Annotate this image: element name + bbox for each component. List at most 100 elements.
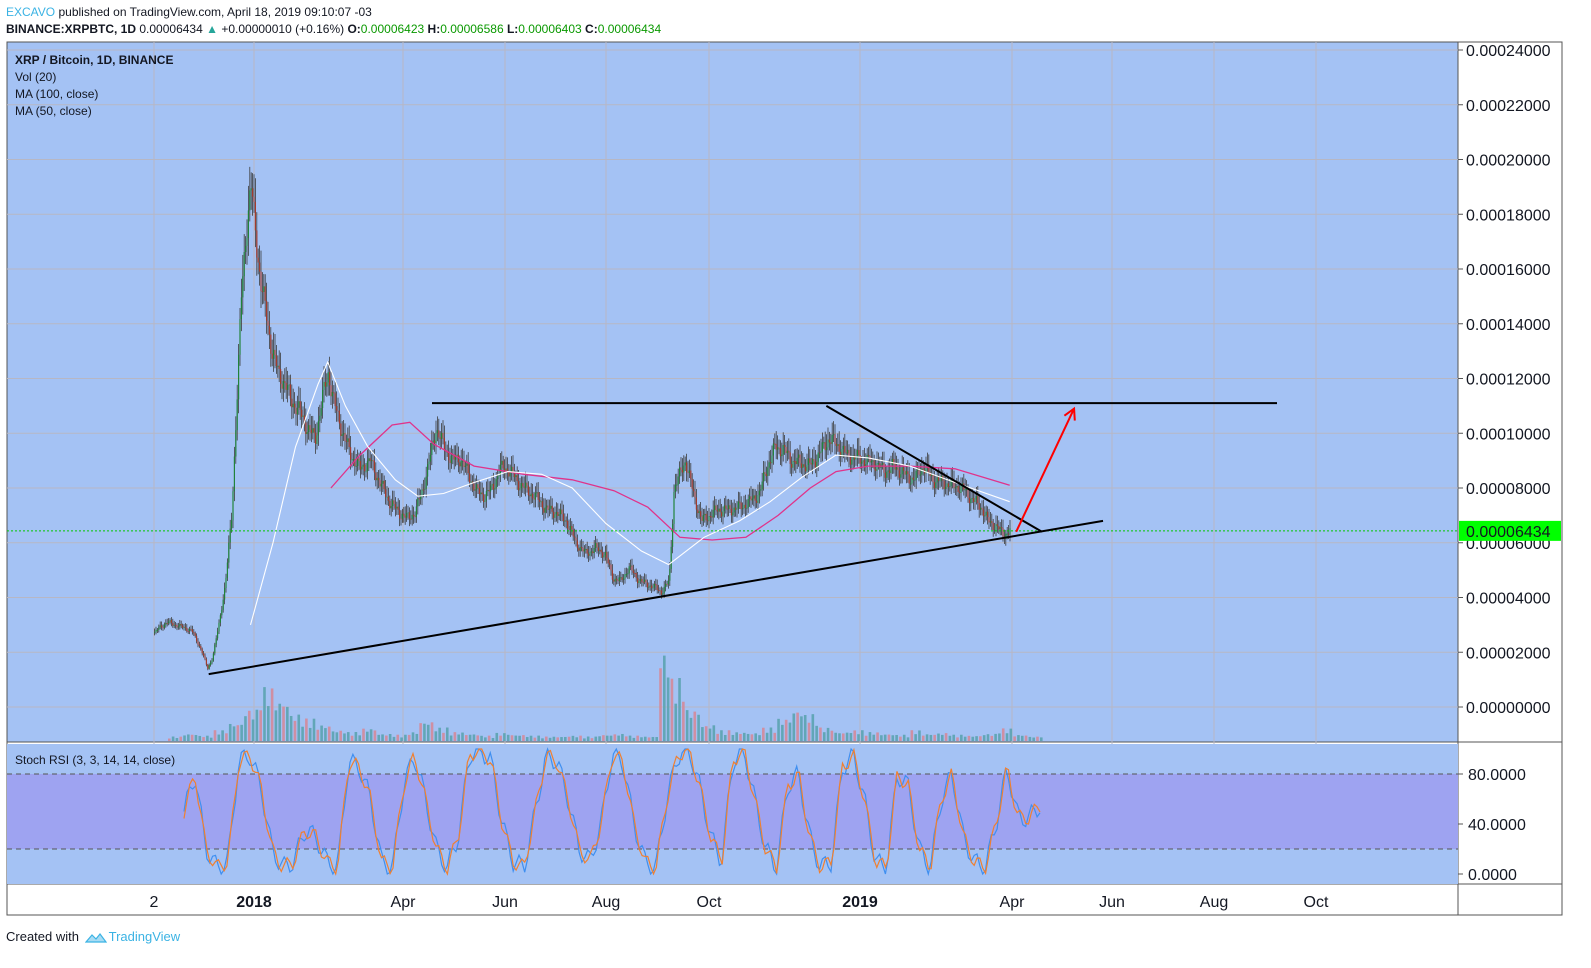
candle-up <box>702 515 704 521</box>
drawn-trendlines[interactable] <box>208 402 1277 676</box>
legend: XRP / Bitcoin, 1D, BINANCE Vol (20) MA (10… <box>15 53 175 767</box>
candle-up <box>823 442 825 444</box>
open-label: O: <box>347 22 361 36</box>
candle-up <box>925 466 927 474</box>
candle-up <box>498 475 500 477</box>
target-arrow-shaft[interactable] <box>1015 408 1075 533</box>
candle-up <box>179 624 181 627</box>
volume-bar <box>228 723 232 741</box>
candle-up <box>673 492 675 524</box>
ascending-support-line[interactable] <box>208 519 1104 676</box>
volume-bar <box>613 734 617 741</box>
volume-bar <box>621 733 624 741</box>
candle-down <box>170 620 172 623</box>
candle-down <box>764 472 766 475</box>
candle-up <box>826 447 828 451</box>
candle-down <box>810 462 812 465</box>
volume-bar <box>822 732 826 741</box>
candle-down <box>193 632 195 634</box>
volume-bar <box>362 728 365 741</box>
stoch-rsi-pane[interactable] <box>7 744 1458 884</box>
target-arrow-head[interactable] <box>1063 406 1076 421</box>
candle-down <box>260 271 262 292</box>
candle-up <box>485 491 487 501</box>
volume-bar <box>213 730 217 741</box>
candle-up <box>945 486 947 490</box>
volume-bar <box>335 732 339 741</box>
volume-bar <box>411 732 415 741</box>
candle-down <box>541 501 543 509</box>
candle-up <box>900 474 902 478</box>
volume-bar <box>815 725 818 741</box>
candle-down <box>162 627 164 629</box>
candle-down <box>330 385 332 397</box>
candle-down <box>1002 528 1004 537</box>
candle-down <box>299 401 301 410</box>
volume-bar <box>674 703 678 741</box>
candle-up <box>999 527 1001 530</box>
candle-down <box>448 451 450 461</box>
volume-bar <box>788 722 792 741</box>
tradingview-brand[interactable]: TradingView <box>108 929 181 944</box>
descending-trendline[interactable] <box>825 405 1043 533</box>
candle-down <box>716 510 718 512</box>
rsi-tick-label: 0.0000 <box>1468 867 1517 884</box>
ma50-line <box>249 360 1010 626</box>
price-tick-label: 0.00008000 <box>1466 481 1551 498</box>
volume-bar <box>484 737 487 741</box>
volume-bar <box>354 732 358 741</box>
candle-up <box>585 548 587 550</box>
candle-up <box>667 580 669 585</box>
price-pane-background[interactable] <box>7 42 1458 742</box>
volume-bar <box>685 710 689 741</box>
candle-up <box>390 505 392 509</box>
candle-down <box>634 572 636 574</box>
candle-down <box>908 474 910 484</box>
candle-up <box>382 480 384 484</box>
volume-bar <box>217 734 221 741</box>
volume-bar <box>331 731 335 741</box>
candle-down <box>883 463 885 473</box>
candle-up <box>1005 533 1007 539</box>
volume-bar <box>990 735 994 741</box>
candle-down <box>305 422 307 435</box>
candlestick-series[interactable] <box>154 166 1011 671</box>
author-name[interactable]: EXCAVO <box>6 5 56 19</box>
candle-down <box>303 415 305 423</box>
legend-vol: Vol (20) <box>15 70 56 84</box>
volume-bar <box>168 738 171 741</box>
candle-up <box>970 498 972 504</box>
main-pane[interactable] <box>6 41 1563 916</box>
volume-bar <box>720 730 723 741</box>
volume-bar <box>895 734 898 741</box>
candle-up <box>831 435 833 444</box>
candle-down <box>840 451 842 457</box>
candle-down <box>770 462 772 464</box>
candle-down <box>161 625 163 628</box>
volume-bar <box>377 734 381 741</box>
candle-up <box>351 459 353 461</box>
volume-bar <box>746 733 750 741</box>
candle-up <box>623 578 625 580</box>
candle-down <box>719 508 721 513</box>
candle-down <box>988 517 990 523</box>
candle-down <box>399 509 401 519</box>
candle-up <box>961 483 963 485</box>
volume-bar <box>921 735 925 741</box>
candle-down <box>403 513 405 516</box>
candle-up <box>910 483 912 485</box>
candle-up <box>569 526 571 530</box>
volume-bar <box>605 735 609 741</box>
candle-up <box>222 599 224 610</box>
candle-down <box>646 582 648 588</box>
candle-up <box>242 276 244 298</box>
candle-down <box>291 398 293 408</box>
candle-down <box>400 518 402 520</box>
last-price: 0.00006434 <box>139 22 203 36</box>
candle-up <box>229 528 231 543</box>
candle-up <box>554 514 556 518</box>
candle-up <box>728 505 730 510</box>
candle-up <box>316 435 318 444</box>
candle-down <box>553 511 555 518</box>
